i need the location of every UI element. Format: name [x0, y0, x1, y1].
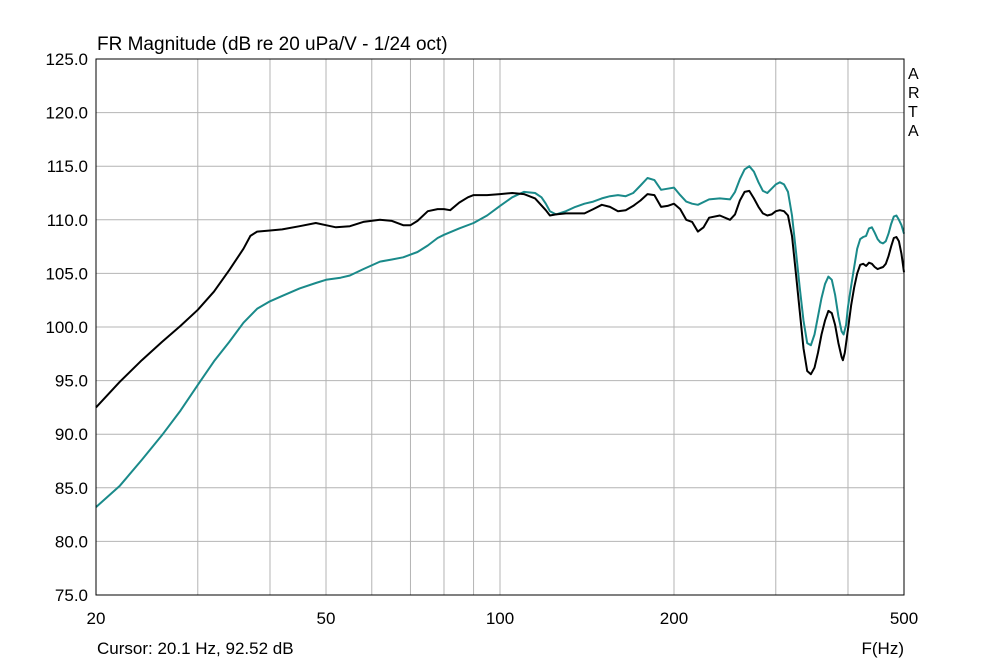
y-tick-label: 105.0 [45, 264, 88, 283]
y-tick-label: 120.0 [45, 104, 88, 123]
y-tick-label: 115.0 [47, 157, 88, 176]
x-tick-label: 500 [890, 609, 918, 628]
grid [96, 59, 904, 595]
y-tick-label: 75.0 [55, 586, 88, 605]
y-tick-label: 80.0 [55, 532, 88, 551]
y-tick-label: 95.0 [55, 372, 88, 391]
x-tick-label: 100 [486, 609, 514, 628]
series-layer [95, 165, 905, 508]
y-axis-ticks: 75.0 80.0 85.0 90.0 95.0 100.0 105.0 110.0 115.0… [45, 50, 88, 605]
plot-frame [95, 58, 905, 596]
chart-title: FR Magnitude (dB re 20 uPa/V - 1/24 oct) [97, 34, 448, 55]
watermark-letter-a1: A [908, 66, 919, 83]
x-axis-unit-label: F(Hz) [862, 639, 904, 658]
y-tick-label: 100.0 [45, 318, 88, 337]
watermark-letter-t: T [908, 104, 918, 121]
x-tick-label: 200 [660, 609, 688, 628]
x-axis-ticks: 20 50 100 200 500 [87, 609, 919, 628]
cursor-readout: Cursor: 20.1 Hz, 92.52 dB [97, 639, 294, 658]
y-tick-label: 90.0 [55, 425, 88, 444]
x-tick-label: 50 [317, 609, 336, 628]
x-tick-label: 20 [87, 609, 106, 628]
series-line-1 [95, 165, 905, 508]
series-line-0 [95, 189, 905, 409]
arta-watermark: A R T A [908, 66, 920, 140]
watermark-letter-r: R [908, 85, 920, 102]
y-tick-label: 125.0 [45, 50, 88, 69]
y-tick-label: 85.0 [55, 479, 88, 498]
y-tick-label: 110.0 [47, 211, 88, 230]
watermark-letter-a2: A [908, 123, 919, 140]
